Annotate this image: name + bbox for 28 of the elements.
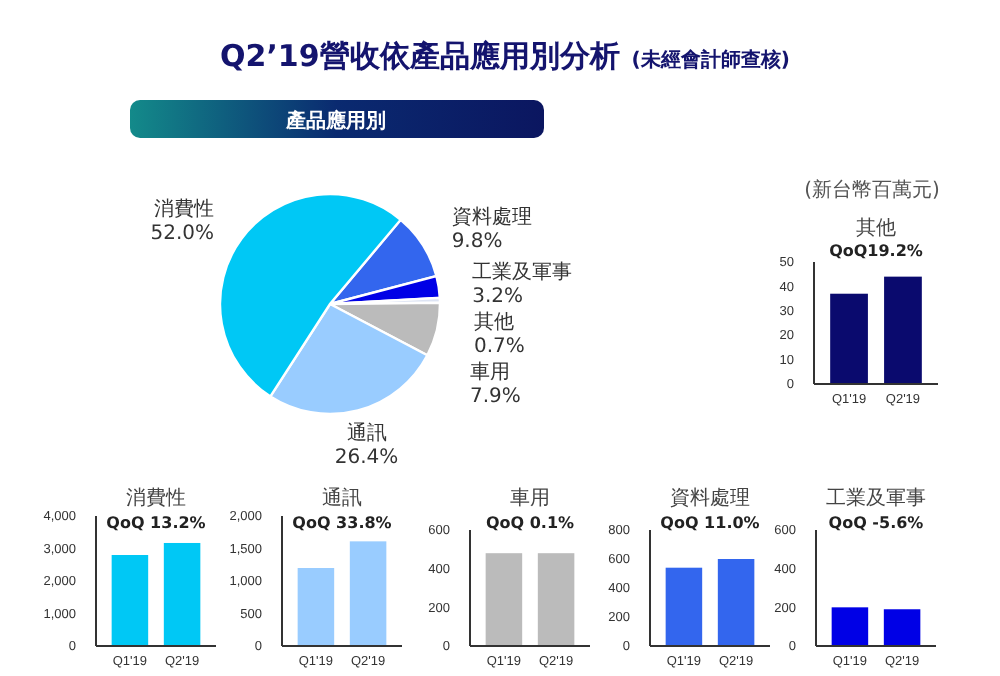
slice-label: 資料處理 bbox=[451, 204, 532, 229]
text: (新台幣百萬元) bbox=[804, 178, 940, 202]
chart-subtitle: 產品應用別 bbox=[284, 109, 386, 133]
slice-label: 車用 bbox=[470, 359, 510, 384]
text: (未經會計師查核) bbox=[631, 48, 790, 72]
chart-title: Q2’19營收依產品應用別分析 bbox=[220, 38, 620, 74]
chart-title: 工業及軍事 bbox=[826, 486, 926, 510]
data-label: 52.0% bbox=[150, 222, 215, 245]
chart-title: 資料處理 bbox=[670, 486, 750, 510]
slice-label: 工業及軍事 bbox=[472, 259, 573, 284]
chart-subtitle: QoQ -5.6% bbox=[828, 514, 924, 532]
chart-subtitle: QoQ19.2% bbox=[829, 242, 923, 260]
data-label: 9.8% bbox=[451, 230, 503, 253]
slice-label: 其他 bbox=[473, 309, 514, 334]
chart-subtitle: QoQ 0.1% bbox=[485, 514, 575, 532]
data-label: 7.9% bbox=[470, 385, 521, 408]
chart-title: 其他 bbox=[856, 216, 896, 240]
chart-subtitle: QoQ 33.8% bbox=[292, 514, 392, 532]
chart-subtitle: QoQ 11.0% bbox=[660, 514, 760, 532]
chart-subtitle: QoQ 13.2% bbox=[106, 514, 206, 532]
chart-title: 車用 bbox=[510, 486, 550, 510]
slice-label: 通訊 bbox=[346, 421, 387, 446]
slice-label: 消費性 bbox=[154, 196, 215, 221]
data-label: 0.7% bbox=[473, 335, 525, 358]
chart-title: 消費性 bbox=[126, 486, 186, 510]
chart-title: 通訊 bbox=[322, 486, 362, 510]
data-label: 26.4% bbox=[334, 447, 399, 470]
data-label: 3.2% bbox=[472, 285, 524, 308]
